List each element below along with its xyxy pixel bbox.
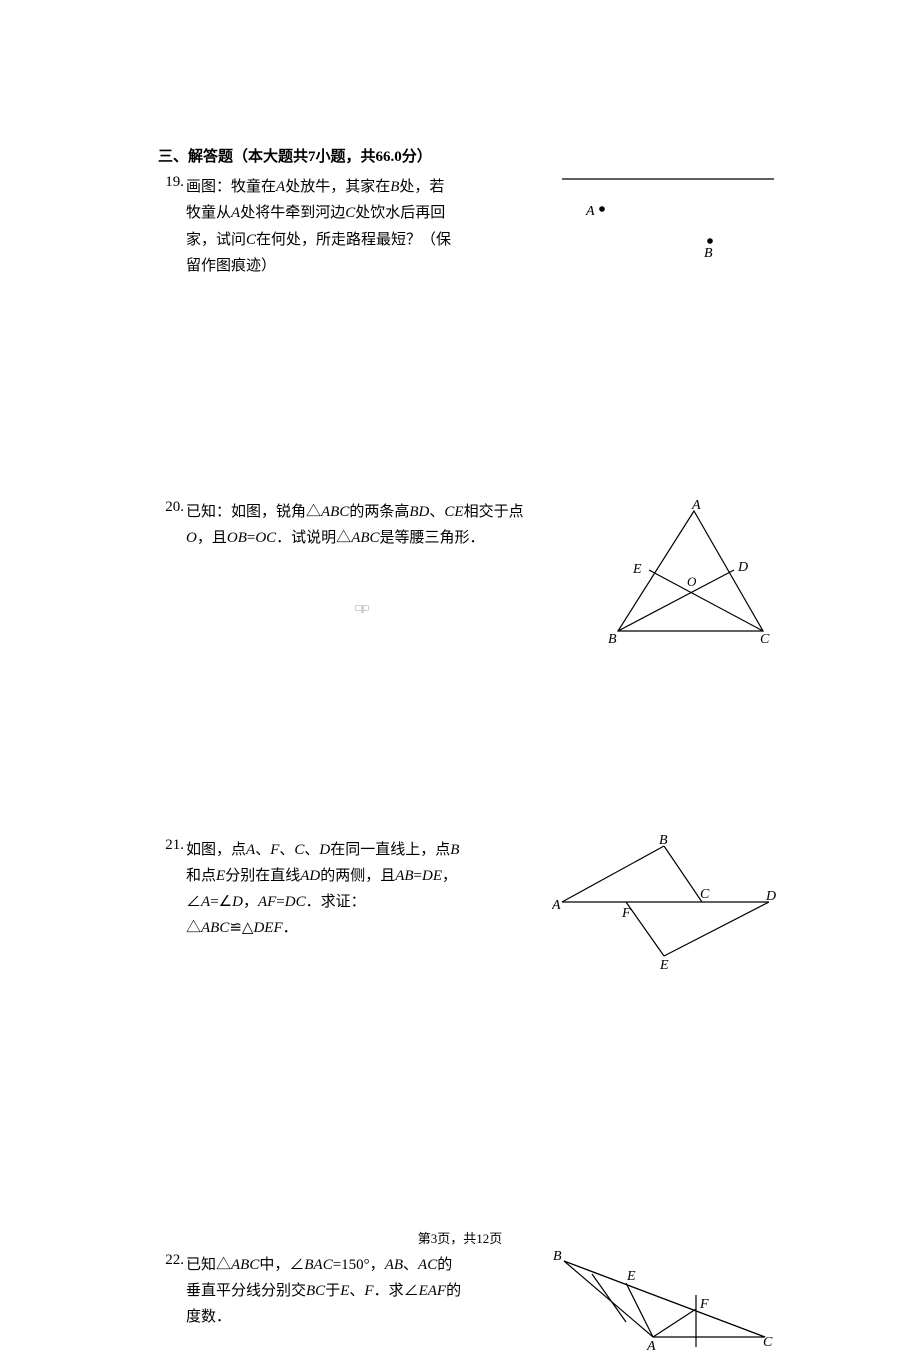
problem-text: 已知：如图，锐角△ABC的两条高BD、CE相交于点O，且OB=OC．试说明△AB… xyxy=(186,499,536,552)
triangle-diagram-svg: A B C E D O xyxy=(608,499,773,647)
diagram-21: B A D F C E xyxy=(552,834,777,974)
congruent-triangle-svg: B A D F C E xyxy=(552,834,777,969)
svg-text:B: B xyxy=(704,246,713,259)
problem-number: 21. xyxy=(158,837,186,854)
problem-text: 如图，点A、F、C、D在同一直线上，点B和点E分别在直线AD的两侧，且AB=DE… xyxy=(186,837,466,942)
svg-text:A: A xyxy=(691,499,701,513)
watermark-icon xyxy=(355,605,369,611)
svg-text:B: B xyxy=(608,632,617,647)
svg-text:E: E xyxy=(626,1269,636,1284)
svg-text:O: O xyxy=(687,574,697,589)
svg-text:E: E xyxy=(659,958,669,969)
page-footer: 第3页，共12页 xyxy=(0,1228,920,1247)
svg-text:E: E xyxy=(632,562,642,577)
river-diagram-svg: A B xyxy=(560,169,780,259)
diagram-19: A B xyxy=(560,169,780,264)
problem-21: 21. 如图，点A、F、C、D在同一直线上，点B和点E分别在直线AD的两侧，且A… xyxy=(158,837,765,942)
diagram-20: A B C E D O xyxy=(608,499,773,652)
svg-text:C: C xyxy=(760,632,770,647)
section-title: 三、解答题（本大题共7小题，共66.0分） xyxy=(158,145,765,166)
svg-text:D: D xyxy=(737,560,748,575)
problem-22: 22. 已知△ABC中，∠BAC=150°，AB、AC的垂直平分线分别交BC于E… xyxy=(158,1252,765,1331)
svg-text:C: C xyxy=(700,887,710,902)
bisector-triangle-svg: B C A E F xyxy=(550,1247,775,1352)
svg-text:A: A xyxy=(552,898,561,913)
svg-text:C: C xyxy=(763,1335,773,1350)
problem-number: 19. xyxy=(158,174,186,191)
problem-20: 20. 已知：如图，锐角△ABC的两条高BD、CE相交于点O，且OB=OC．试说… xyxy=(158,499,765,552)
svg-text:B: B xyxy=(659,834,668,848)
svg-text:B: B xyxy=(553,1249,562,1264)
problem-text: 已知△ABC中，∠BAC=150°，AB、AC的垂直平分线分别交BC于E、F．求… xyxy=(186,1252,466,1331)
svg-text:A: A xyxy=(646,1339,656,1352)
svg-text:A: A xyxy=(585,204,595,219)
svg-text:F: F xyxy=(699,1297,709,1312)
problem-number: 20. xyxy=(158,499,186,516)
problem-19: 19. 画图：牧童在A处放牛，其家在B处，若牧童从A处将牛牵到河边C处饮水后再回… xyxy=(158,174,765,279)
page-content: 三、解答题（本大题共7小题，共66.0分） 19. 画图：牧童在A处放牛，其家在… xyxy=(0,0,920,1330)
svg-text:D: D xyxy=(765,889,776,904)
problem-number: 22. xyxy=(158,1252,186,1269)
svg-text:F: F xyxy=(621,906,631,921)
problem-text: 画图：牧童在A处放牛，其家在B处，若牧童从A处将牛牵到河边C处饮水后再回家，试问… xyxy=(186,174,456,279)
